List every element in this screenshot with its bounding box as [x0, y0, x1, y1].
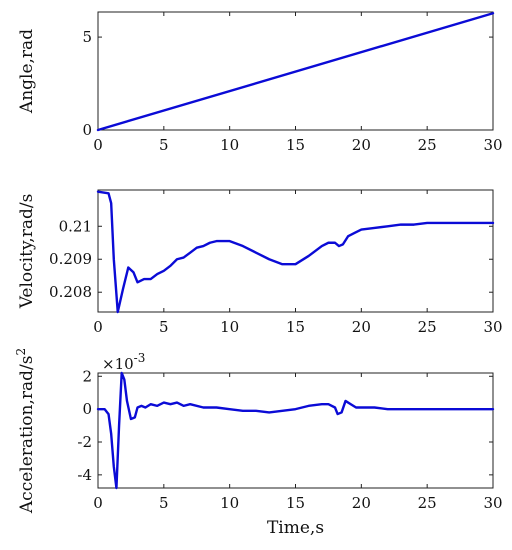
y-tick-label: 2: [82, 367, 92, 385]
velocity-series-line: [96, 190, 495, 314]
y-exponent-label: ×10-3: [102, 351, 145, 373]
x-tick-label: 15: [286, 318, 305, 336]
velocity-axes-frame: [97, 189, 494, 313]
x-tick-label: 30: [483, 318, 502, 336]
x-tick-label: 5: [159, 136, 169, 154]
x-axis-label: Time,s: [267, 518, 324, 538]
x-tick-label: 20: [352, 494, 371, 512]
x-tick-label: 10: [220, 136, 239, 154]
y-axis-label: Acceleration,rad/s2: [14, 348, 37, 514]
x-tick-label: 5: [159, 318, 169, 336]
y-tick-label: 5: [82, 28, 92, 46]
angle-series-line: [96, 12, 495, 132]
y-tick-label: -4: [77, 466, 92, 484]
x-tick-label: 10: [220, 494, 239, 512]
x-tick-label: 0: [93, 494, 103, 512]
x-tick-label: 0: [93, 136, 103, 154]
x-tick-label: 10: [220, 318, 239, 336]
y-exponent-power: -3: [134, 351, 146, 365]
y-tick-label: 0.21: [59, 217, 92, 235]
x-tick-label: 25: [418, 318, 437, 336]
acceleration-series-line: [96, 371, 495, 490]
x-tick-label: 20: [352, 318, 371, 336]
x-tick-label: 15: [286, 494, 305, 512]
x-tick-label: 0: [93, 318, 103, 336]
acceleration-subplot: 0 5 10 15 20 25 30-4-202Acceleration,rad/s2×10…: [14, 348, 503, 538]
y-axis-label-text: Acceleration,rad/s: [17, 356, 37, 515]
acceleration-axes-frame: [97, 372, 494, 489]
y-axis-label: Angle,rad: [17, 29, 37, 114]
y-axis-label-superscript: 2: [14, 348, 28, 356]
x-tick-label: 15: [286, 136, 305, 154]
x-tick-label: 20: [352, 136, 371, 154]
y-tick-label: 0: [82, 121, 92, 139]
y-tick-label: -2: [77, 433, 92, 451]
angle-subplot: 0 5 10 15 20 25 30 0 5 Angle,rad: [17, 11, 503, 154]
velocity-subplot: 0 5 10 15 20 25 30 0.208 0.209 0.21 Velocity,rad/s: [17, 189, 503, 336]
x-tick-label: 25: [418, 136, 437, 154]
y-tick-label: 0.209: [49, 250, 92, 268]
x-tick-label: 30: [483, 494, 502, 512]
y-tick-label: 0: [82, 400, 92, 418]
y-axis-label: Velocity,rad/s: [17, 194, 37, 310]
y-tick-label: 0.208: [49, 283, 92, 301]
x-tick-label: 25: [418, 494, 437, 512]
y-exponent-base: ×10: [102, 355, 134, 373]
x-tick-label: 30: [483, 136, 502, 154]
x-tick-label: 5: [159, 494, 169, 512]
